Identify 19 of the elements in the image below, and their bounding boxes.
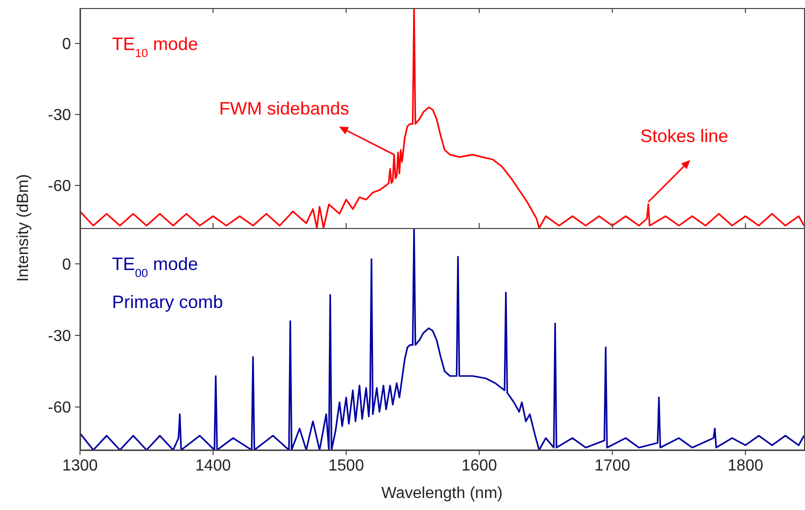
annotation: TE$_{00}$ mode [112, 254, 198, 280]
y-tick-label: -60 [48, 400, 72, 417]
annotation: TE$_{10}$ mode [112, 34, 198, 60]
y-tick-label: -60 [48, 178, 72, 196]
x-tick-label: 1500 [328, 457, 364, 474]
x-tick-label: 1800 [728, 457, 764, 474]
y-tick-label: -30 [48, 328, 72, 346]
y-tick-label: 0 [62, 256, 72, 274]
annotation: Primary comb [112, 292, 224, 312]
x-tick-label: 1700 [594, 457, 630, 474]
y-tick-label: -30 [48, 107, 72, 124]
annotation: Stokes line [640, 126, 728, 146]
y-axis-title: Intensity (dBm) [15, 174, 32, 282]
y-tick-label: 0 [62, 36, 72, 54]
annotation: FWM sidebands [219, 98, 350, 119]
x-tick-label: 1400 [195, 457, 231, 474]
x-tick-label: 1600 [461, 457, 498, 474]
x-tick-label: 1300 [62, 457, 98, 474]
x-axis-title: Wavelength (nm) [381, 485, 503, 502]
